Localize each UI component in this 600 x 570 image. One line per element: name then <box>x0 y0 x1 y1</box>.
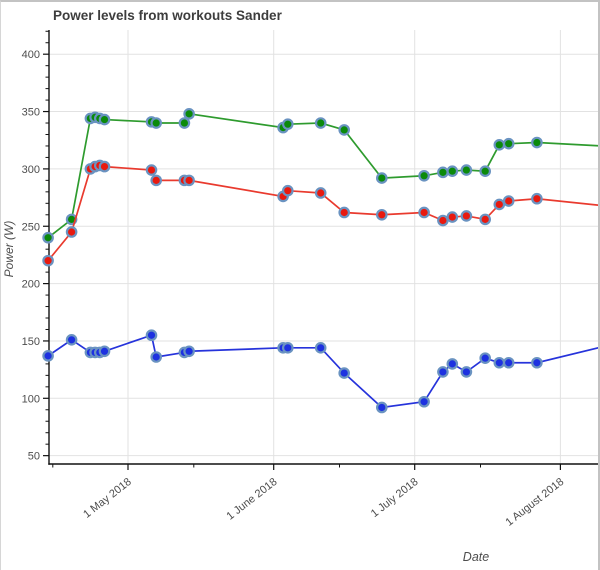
data-point-low-power[interactable] <box>65 334 78 346</box>
y-tick-label: 250 <box>22 221 40 233</box>
data-point-low-power[interactable] <box>437 366 449 378</box>
data-point-high-power[interactable] <box>502 137 515 150</box>
data-point-low-power[interactable] <box>98 345 111 358</box>
series-line-high-power <box>47 112 598 239</box>
x-tick-label: 1 August 2018 <box>503 476 566 529</box>
data-point-mid-power[interactable] <box>338 206 350 219</box>
data-point-high-power[interactable] <box>437 166 449 179</box>
data-point-mid-power[interactable] <box>446 211 459 223</box>
data-point-high-power[interactable] <box>531 136 543 149</box>
data-point-mid-power[interactable] <box>183 174 195 187</box>
data-point-low-power[interactable] <box>502 356 515 369</box>
data-point-high-power[interactable] <box>375 172 388 184</box>
data-point-mid-power[interactable] <box>65 226 78 238</box>
chart-title: Power levels from workouts Sander <box>53 8 282 23</box>
data-point-mid-power[interactable] <box>375 208 388 221</box>
data-point-low-power[interactable] <box>150 351 162 363</box>
y-tick-label: 350 <box>22 107 40 119</box>
y-tick-label: 100 <box>22 393 40 405</box>
data-point-high-power[interactable] <box>98 113 111 126</box>
data-point-mid-power[interactable] <box>314 187 327 199</box>
data-point-mid-power[interactable] <box>98 160 111 173</box>
x-tick-label: 1 May 2018 <box>81 476 134 521</box>
data-point-mid-power[interactable] <box>460 210 473 222</box>
data-point-low-power[interactable] <box>314 342 327 354</box>
series-line-mid-power <box>47 164 598 262</box>
x-axis-label: Date <box>462 550 490 564</box>
data-point-low-power[interactable] <box>418 395 430 408</box>
data-point-high-power[interactable] <box>418 169 430 182</box>
data-point-mid-power[interactable] <box>418 206 430 219</box>
data-point-mid-power[interactable] <box>502 195 515 207</box>
data-point-low-power[interactable] <box>479 352 491 364</box>
data-point-high-power[interactable] <box>42 231 54 244</box>
data-point-mid-power[interactable] <box>437 214 449 227</box>
y-tick-label: 150 <box>22 336 40 348</box>
y-tick-label: 200 <box>22 279 40 291</box>
data-point-low-power[interactable] <box>145 329 158 342</box>
data-point-low-power[interactable] <box>375 401 388 414</box>
data-point-high-power[interactable] <box>281 118 294 130</box>
data-point-mid-power[interactable] <box>531 192 543 205</box>
data-point-high-power[interactable] <box>493 139 506 151</box>
data-point-high-power[interactable] <box>183 108 195 120</box>
data-point-high-power[interactable] <box>314 117 327 129</box>
x-tick-label: 1 June 2018 <box>224 476 279 523</box>
x-tick-label: 1 July 2018 <box>369 476 421 520</box>
data-point-high-power[interactable] <box>479 165 491 177</box>
data-point-low-power[interactable] <box>183 345 195 358</box>
data-point-high-power[interactable] <box>460 164 473 176</box>
data-point-mid-power[interactable] <box>145 164 158 176</box>
y-axis-label: Power (W) <box>2 220 16 278</box>
data-point-low-power[interactable] <box>493 356 506 369</box>
data-point-high-power[interactable] <box>446 165 459 177</box>
data-point-mid-power[interactable] <box>281 184 294 197</box>
data-point-high-power[interactable] <box>338 124 350 136</box>
y-tick-label: 400 <box>22 49 40 61</box>
data-point-low-power[interactable] <box>281 342 294 354</box>
y-tick-label: 300 <box>22 164 40 176</box>
data-point-mid-power[interactable] <box>493 198 506 211</box>
data-point-mid-power[interactable] <box>479 213 491 226</box>
data-point-mid-power[interactable] <box>150 174 162 187</box>
data-point-high-power[interactable] <box>178 117 191 129</box>
y-tick-label: 50 <box>28 451 40 463</box>
data-point-mid-power[interactable] <box>42 254 54 267</box>
data-point-low-power[interactable] <box>460 366 473 378</box>
data-point-low-power[interactable] <box>446 358 459 370</box>
data-point-low-power[interactable] <box>338 367 350 379</box>
data-point-low-power[interactable] <box>42 350 54 362</box>
data-point-low-power[interactable] <box>531 356 543 369</box>
data-point-high-power[interactable] <box>150 117 162 129</box>
